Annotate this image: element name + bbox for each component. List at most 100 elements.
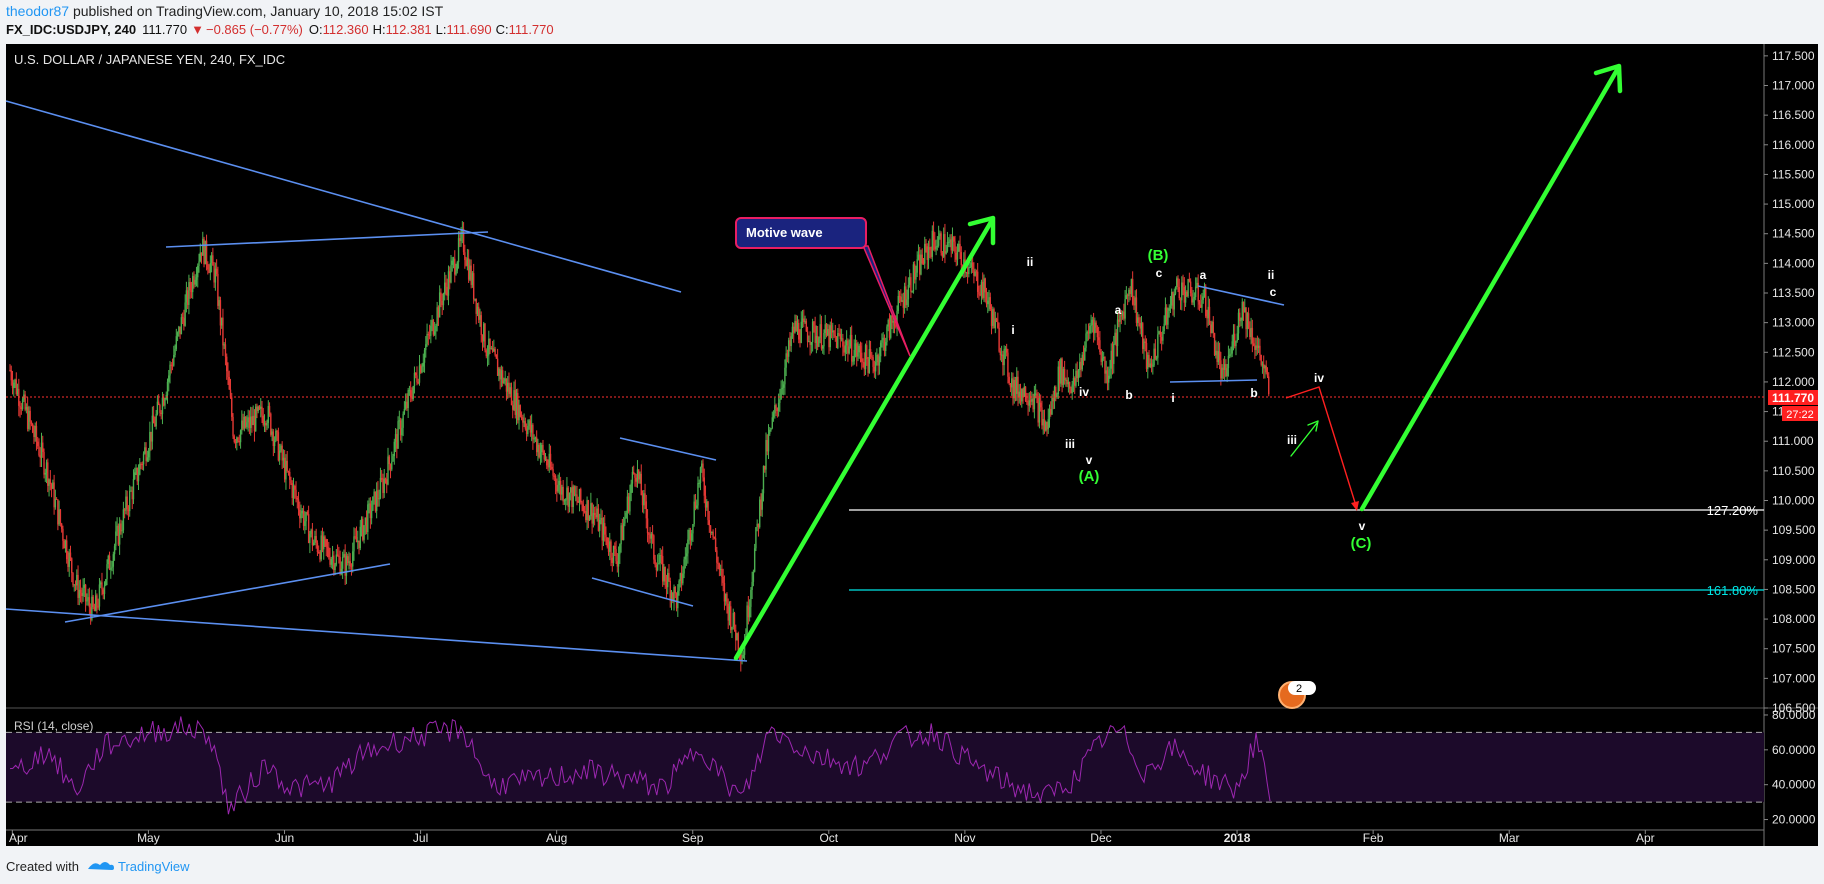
candle-body [824,324,826,334]
trendline-upper-channel[interactable] [5,100,682,293]
candle-body [314,536,316,543]
candle-body [714,538,717,551]
wave-label-A: (A) [1079,468,1100,485]
candle-body [26,407,29,429]
impulse-arrows[interactable] [733,63,1623,661]
candle-body [146,457,149,462]
time-tick-label: Nov [954,831,975,845]
motive-wave-callout[interactable]: Motive wave [735,217,911,357]
arrow-up-2-shaft[interactable] [1359,67,1620,512]
candle-body [580,489,582,503]
candle-body [24,394,26,410]
candle-body [1139,322,1141,329]
candle-body [815,335,818,343]
candle-body [1182,282,1184,287]
candle-body [1028,400,1031,406]
small-wave-arrow[interactable] [1290,422,1318,457]
candle-body [475,298,477,314]
candle-body [185,290,188,303]
candle-body [1018,391,1020,398]
candle-body [1160,337,1163,341]
tradingview-logo-icon[interactable] [88,862,114,870]
candle-body [304,521,306,526]
drawings-badge[interactable]: 2 [1278,681,1316,709]
candle-body [979,294,981,296]
candle-body [1011,378,1013,388]
candle-body [450,264,452,283]
candle-body [648,533,650,535]
candle-body [762,465,765,494]
candle-body [275,430,277,441]
candle-body [129,490,131,512]
flag-lower[interactable] [591,577,694,607]
candle-body [931,230,934,257]
candle-body [489,338,491,349]
candle-body [490,348,493,350]
candle-body [940,233,942,253]
price-tick-label: 109.000 [1772,553,1816,567]
triangle-lower[interactable] [1169,379,1258,383]
candle-body [588,516,591,521]
trendline-lower-channel[interactable] [5,608,748,662]
candle-body [915,272,917,280]
candle-body [1111,350,1114,364]
wave-label-a-1: a [1115,303,1122,317]
candle-body [727,603,729,621]
candle-body [89,607,92,620]
candle-body [629,492,631,512]
trendline-base[interactable] [64,563,391,623]
candle-body [1159,331,1162,338]
flag-upper[interactable] [619,437,717,461]
candle-body [917,254,920,260]
candle-body [227,371,229,377]
candle-body [39,455,41,458]
triangle-upper[interactable] [1197,285,1285,306]
candle-body [959,243,961,253]
candle-body [1074,377,1076,386]
candle-body [1097,337,1100,341]
candle-body [420,365,422,373]
candle-body [1157,334,1159,358]
candle-body [732,612,734,627]
candle-body [562,486,564,502]
candle-body [466,258,469,266]
candle-body [593,512,596,516]
candle-body [832,330,834,333]
tradingview-link[interactable]: TradingView [118,859,190,874]
candle-body [161,397,164,415]
arrow-up-1-head[interactable] [967,215,996,246]
projection-path[interactable] [1285,386,1358,510]
candle-body [1063,369,1066,381]
arrow-up-1-shaft[interactable] [733,219,994,661]
candle-body [756,523,758,528]
small-wave-arrow-head[interactable] [1307,420,1319,432]
candle-body [346,556,349,564]
candle-body [890,315,892,338]
candle-body [170,364,172,366]
trendlines[interactable] [5,100,1285,662]
candle-body [601,517,603,541]
trendline-top[interactable] [165,231,489,248]
candle-body [595,515,597,518]
candle-body [605,534,607,538]
arrow-up-2-head[interactable] [1593,63,1623,94]
candle-body [1116,319,1119,347]
candle-body [94,595,97,612]
candle-body [1197,282,1199,302]
candle-body [132,479,135,500]
candle-body [1014,379,1017,394]
candle-body [920,254,922,275]
candle-body [766,440,768,452]
candle-body [874,362,877,372]
candle-body [141,464,143,466]
candle-body [787,340,790,357]
candle-body [765,440,767,470]
candle-body [180,317,183,335]
candle-body [1242,301,1245,313]
candle-body [91,596,93,620]
candle-body [1080,361,1082,370]
candle-body [1155,357,1158,359]
rsi-tick-label: 40.0000 [1772,778,1816,792]
